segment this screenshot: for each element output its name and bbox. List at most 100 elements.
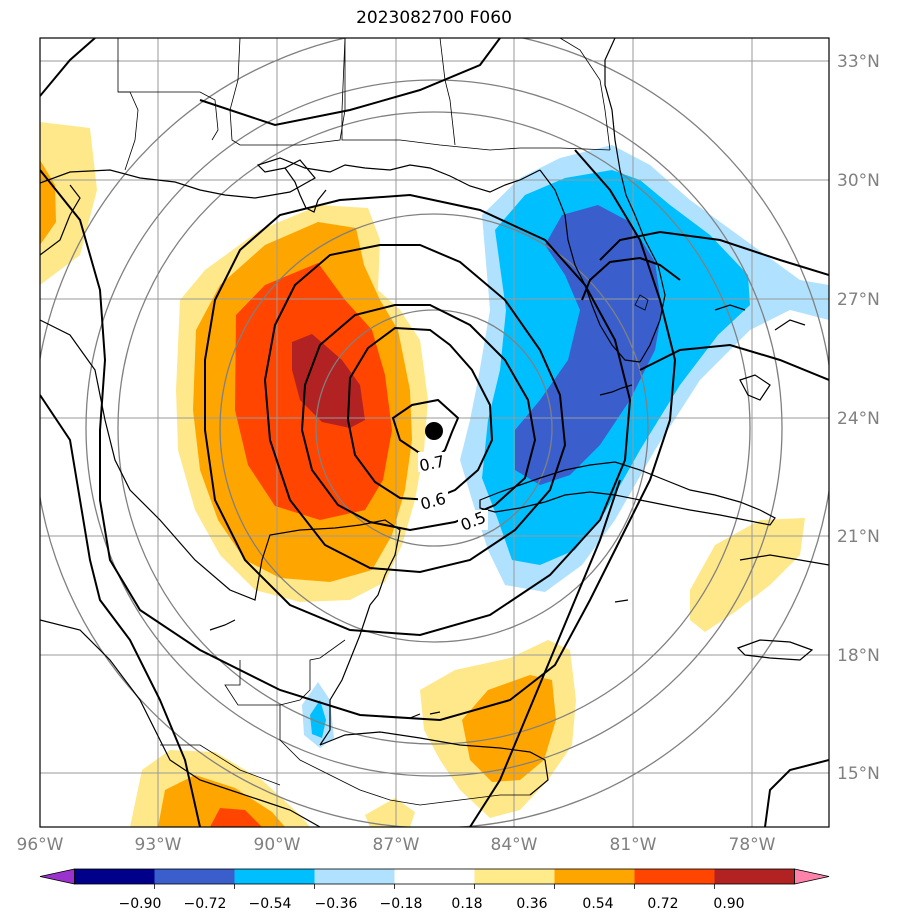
colorbar-segment	[554, 869, 635, 884]
border-us-states-5	[439, 38, 456, 146]
contour-se-corner	[764, 759, 829, 827]
coast-bahamas-1	[714, 304, 746, 311]
coast-mexico-bay	[40, 319, 401, 606]
contour-south-east	[469, 479, 621, 827]
colorbar-tick-0: −0.90	[119, 896, 162, 912]
colorbar-segment	[314, 869, 395, 884]
contour-label-07: 0.7	[418, 452, 447, 476]
colorbar-tick-2: −0.54	[249, 896, 292, 912]
border-us-states-4	[341, 38, 611, 151]
map-area: 0.7 0.6 0.5	[40, 38, 829, 827]
border-blob-florida	[634, 294, 649, 311]
lat-label-18: 18°N	[837, 646, 880, 666]
range-rings	[40, 38, 829, 827]
lon-label-96: 96°W	[17, 835, 64, 855]
shade-honduras-yellow	[365, 798, 415, 827]
colorbar-frame	[74, 868, 795, 885]
colorbar-ticks: −0.90 −0.72 −0.54 −0.36 −0.18 0.18 0.36 …	[119, 896, 745, 912]
border-us-states-6	[559, 38, 611, 151]
lon-labels: 96°W 93°W 90°W 87°W 84°W 81°W 78°W	[17, 835, 776, 855]
map-title: 2023082700 F060	[356, 8, 512, 28]
border-guatemala-south	[279, 705, 361, 791]
contour-labels: 0.7 0.6 0.5	[418, 452, 489, 535]
lon-label-93: 93°W	[135, 835, 182, 855]
coast-bahamas-2	[739, 374, 771, 401]
storm-center-marker	[425, 422, 443, 440]
coast-cuba	[479, 461, 776, 526]
colorbar-tick-8: 0.72	[647, 896, 678, 912]
coast-honduras	[319, 731, 549, 796]
colorbar-tick-3: −0.36	[315, 896, 358, 912]
contour-0-7	[391, 398, 460, 462]
lon-label-90: 90°W	[254, 835, 301, 855]
coast-cozumel	[209, 619, 236, 631]
border-us-states-3	[229, 38, 346, 146]
contour-label-bg-06	[418, 490, 448, 510]
lat-label-24: 24°N	[837, 409, 880, 429]
shade-sw-orangered	[210, 808, 262, 827]
contour-0-4	[263, 244, 567, 574]
lon-label-81: 81°W	[610, 835, 657, 855]
colorbar-segment	[154, 869, 235, 884]
colorbar-tick-9: 0.90	[713, 896, 744, 912]
lon-label-87: 87°W	[373, 835, 420, 855]
contour-west-edge	[40, 394, 201, 827]
border-us-states-2	[118, 91, 219, 141]
contour-label-bg-05	[458, 510, 488, 530]
colorbar-extend-low	[39, 868, 75, 885]
coast-mexico-gulf	[40, 184, 81, 256]
colorbar-segment	[714, 869, 795, 884]
colorbar-segment	[474, 869, 555, 884]
border-central-am-west	[160, 744, 281, 786]
colorbar-tick-5: 0.18	[451, 896, 482, 912]
lat-label-21: 21°N	[837, 527, 880, 547]
range-ring-4	[85, 79, 783, 777]
shade-main-darkred	[292, 334, 365, 428]
colorbar-extend-high	[794, 868, 830, 885]
lat-label-15: 15°N	[837, 764, 880, 784]
lon-label-78: 78°W	[729, 835, 776, 855]
border-mexico-guatemala	[224, 639, 346, 706]
range-ring-3	[117, 111, 751, 745]
colorbar-tick-4: −0.18	[380, 896, 423, 912]
colorbar-tick-1: −0.72	[184, 896, 227, 912]
contours	[40, 38, 829, 827]
contour-0-2	[40, 149, 677, 722]
borders	[117, 38, 649, 806]
range-ring-2	[219, 213, 649, 643]
lat-label-33: 33°N	[837, 52, 880, 72]
contour-east-1	[581, 256, 681, 301]
contour-0-1	[40, 38, 96, 97]
colorbar-tick-7: 0.54	[582, 896, 613, 912]
contour-0-2b	[599, 230, 829, 276]
coast-central-america	[40, 619, 321, 827]
contour-0-6	[346, 326, 494, 502]
range-ring-1	[315, 309, 553, 547]
shade-carib-yellow	[690, 518, 805, 632]
border-us-states-1	[117, 38, 139, 171]
coast-hispaniola	[739, 554, 829, 566]
coast-cayman	[614, 599, 629, 603]
coast-yucatan	[319, 604, 371, 746]
colorbar-segment	[394, 869, 475, 884]
coast-florida-east	[604, 38, 666, 363]
colorbar-segment	[74, 869, 155, 884]
contour-north	[199, 38, 501, 127]
colorbar-segment	[234, 869, 315, 884]
lon-label-84: 84°W	[491, 835, 538, 855]
contour-east-2	[639, 343, 829, 381]
colorbar	[39, 868, 830, 889]
shade-sw-orange	[158, 775, 285, 827]
contour-label-bg-07	[418, 452, 446, 472]
coast-us-gulf	[40, 157, 541, 199]
border-honduras-nicaragua	[359, 789, 530, 806]
map-frame	[39, 37, 830, 828]
lat-label-30: 30°N	[837, 171, 880, 191]
contour-0-5	[300, 304, 537, 532]
colorbar-tick-6: 0.36	[516, 896, 547, 912]
coast-jamaica	[736, 639, 814, 661]
shade-belize-cyan	[310, 700, 326, 738]
lat-labels: 33°N 30°N 27°N 24°N 21°N 18°N 15°N	[837, 52, 880, 784]
coast-bahamas-3	[774, 319, 806, 331]
